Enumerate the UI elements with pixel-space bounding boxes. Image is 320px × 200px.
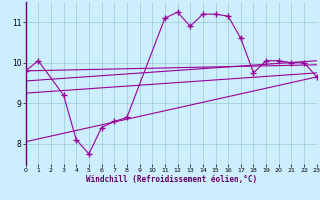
X-axis label: Windchill (Refroidissement éolien,°C): Windchill (Refroidissement éolien,°C) <box>86 175 257 184</box>
